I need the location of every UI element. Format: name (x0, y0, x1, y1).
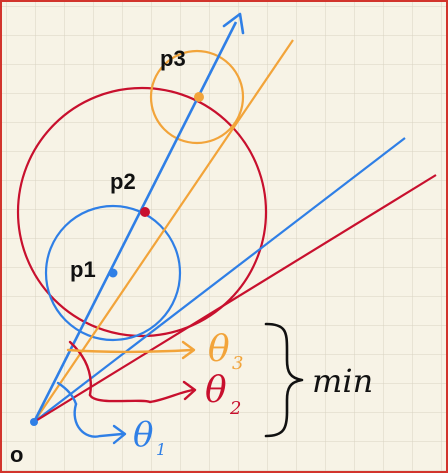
label-origin: o (10, 442, 23, 467)
circle-p3 (149, 49, 245, 145)
origin-point (30, 418, 38, 426)
label-p3: p3 (160, 46, 186, 71)
min-label: min (312, 362, 373, 400)
theta2-arrowhead-icon (182, 380, 197, 401)
circle-p2 (16, 86, 268, 338)
point-p3 (194, 92, 204, 102)
point-p1 (108, 268, 118, 278)
theta1-arrow-shaft (73, 402, 124, 438)
theta2-subscript: 2 (229, 398, 241, 419)
angle-arc-theta2 (68, 340, 92, 397)
point-p2 (140, 207, 150, 217)
theta1-subscript: 1 (156, 440, 166, 459)
label-p1: p1 (70, 257, 96, 282)
circle-p1 (44, 204, 182, 342)
theta3-subscript: 3 (232, 353, 243, 374)
label-p2: p2 (110, 169, 136, 194)
curly-brace-icon (264, 322, 304, 438)
theta3-arrow-shaft (66, 348, 194, 354)
theta2-arrow-shaft (88, 388, 195, 404)
theta1-arrowhead-icon (112, 424, 127, 445)
red-tangent-line (33, 174, 437, 423)
orange-line-p3 (33, 39, 294, 423)
angle-arc-theta1 (56, 381, 78, 406)
theta3-arrowhead-icon (181, 340, 196, 360)
blue-ray-to-points (32, 21, 238, 423)
theta3-symbol: θ (208, 329, 230, 370)
theta1-symbol: θ (133, 415, 153, 455)
theta2-symbol: θ (205, 370, 227, 411)
blue-tangent-line (33, 137, 406, 423)
ray-arrowhead-icon (222, 12, 245, 35)
